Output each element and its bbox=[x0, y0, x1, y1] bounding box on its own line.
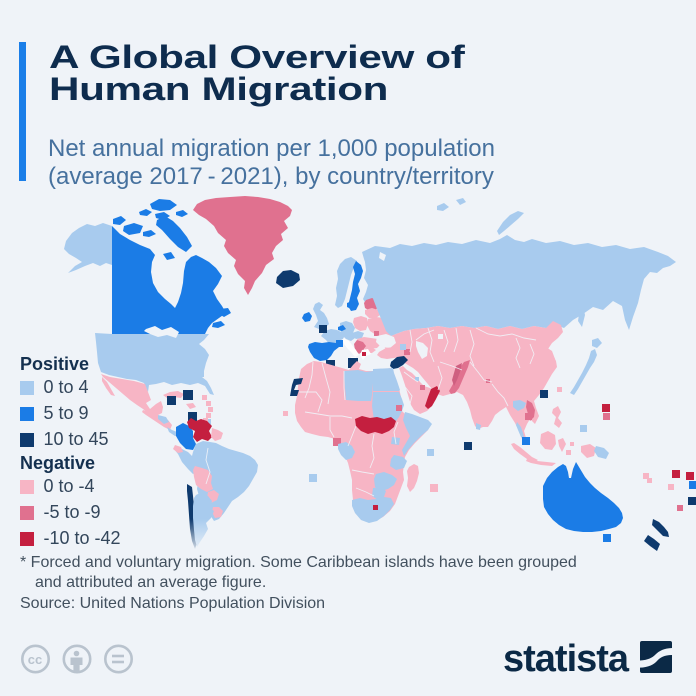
svg-text:cc: cc bbox=[28, 652, 42, 667]
svg-text:statista: statista bbox=[503, 638, 630, 680]
